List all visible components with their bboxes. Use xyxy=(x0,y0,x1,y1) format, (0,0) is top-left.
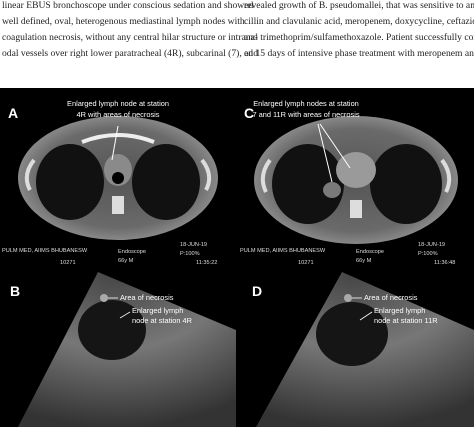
annotation: 7 and 11R with areas of necrosis xyxy=(252,110,359,119)
ct-lung xyxy=(36,144,104,220)
text-line: odal vessels over right lower paratrache… xyxy=(2,48,258,59)
overlay-text: 18-JUN-19 xyxy=(180,242,207,248)
arrow xyxy=(319,123,351,169)
annotation: Enlarged lymph node at station xyxy=(67,99,169,108)
arrow xyxy=(111,125,119,161)
annotation: Enlarged lymph xyxy=(374,306,425,315)
text-line: well defined, oval, heterogenous mediast… xyxy=(2,16,245,27)
overlay-text: 11:35:22 xyxy=(196,260,217,266)
panel-label: D xyxy=(252,283,262,299)
text-line: revealed growth of B. pseudomallei, that… xyxy=(244,0,474,11)
overlay-text: 66y M xyxy=(356,258,372,264)
panel-label: B xyxy=(10,283,20,299)
body-text: linear EBUS bronchoscope under conscious… xyxy=(2,0,474,59)
annotation: Area of necrosis xyxy=(364,293,418,302)
overlay-text: P:100% xyxy=(180,251,200,257)
panel-label: C xyxy=(244,105,254,121)
overlay-text: PULM MED, AIIMS BHUBANESW xyxy=(240,248,326,254)
overlay-text: 66y M xyxy=(118,258,134,264)
annotation: Enlarged lymph xyxy=(132,306,183,315)
panel-c: C Enlarged lymph nodes at station 7 and … xyxy=(240,99,458,266)
text-line: coagulation necrosis, without any centra… xyxy=(2,32,258,43)
overlay-text: Endoscope xyxy=(118,249,146,255)
text-line: and trimethoprim/sulfamethoxazole. Patie… xyxy=(244,32,474,43)
ct-ribs xyxy=(24,158,212,191)
necrosis xyxy=(100,294,108,302)
panel-label: A xyxy=(8,105,18,121)
ct-spine xyxy=(112,196,124,214)
text-line: cillin and clavulanic acid, meropenem, d… xyxy=(244,16,474,27)
overlay-text: 10271 xyxy=(298,260,314,266)
overlay-text: 10271 xyxy=(60,260,76,266)
text-line: ed 15 days of intensive phase treatment … xyxy=(244,48,474,59)
annotation: 4R with areas of necrosis xyxy=(77,110,160,119)
ct-bone xyxy=(81,133,155,144)
overlay-text: PULM MED, AIIMS BHUBANESW xyxy=(2,248,88,254)
ct-heart xyxy=(336,152,376,188)
annotation: node at station 11R xyxy=(374,316,438,325)
lymph-node xyxy=(78,300,146,360)
arrow xyxy=(119,311,131,319)
annotation: node at station 4R xyxy=(132,316,192,325)
necrosis xyxy=(344,294,352,302)
overlay-text: P:100% xyxy=(418,251,438,257)
overlay-text: 11:36:48 xyxy=(434,260,455,266)
arrow xyxy=(359,311,373,321)
overlay-text: 18-JUN-19 xyxy=(418,242,445,248)
ct-spine xyxy=(350,200,362,218)
annotation: Enlarged lymph nodes at station xyxy=(253,99,359,108)
overlay-text: Endoscope xyxy=(356,249,384,255)
text-line: linear EBUS bronchoscope under conscious… xyxy=(2,0,253,11)
ct-node xyxy=(104,154,132,186)
ct-trachea xyxy=(112,172,124,184)
ct-node xyxy=(323,182,341,198)
ct-lung xyxy=(272,144,344,224)
ct-lung xyxy=(370,144,442,224)
panel-d: D Area of necrosis Enlarged lymph node a… xyxy=(252,272,474,427)
arrow xyxy=(317,123,333,183)
panel-a: A Enlarged lymph node at station 4R with… xyxy=(2,99,218,266)
panel-b: B Area of necrosis Enlarged lymph node a… xyxy=(10,272,236,427)
ct-ribs xyxy=(260,158,452,193)
annotation: Area of necrosis xyxy=(120,293,174,302)
lymph-node xyxy=(316,302,388,366)
ct-lung xyxy=(132,144,200,220)
